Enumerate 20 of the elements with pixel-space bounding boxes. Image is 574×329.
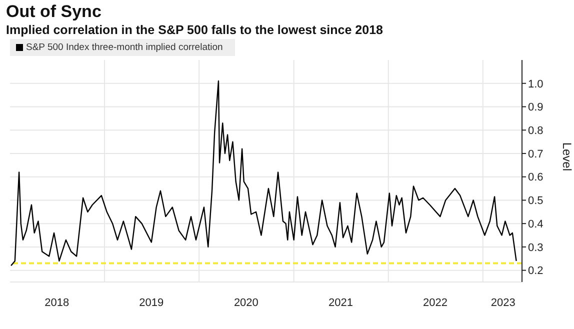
y-tick-label: 0.6 xyxy=(528,172,544,184)
chart-title: Out of Sync xyxy=(6,2,102,22)
x-tick-label: 2023 xyxy=(490,296,516,309)
x-tick-label: 2018 xyxy=(44,296,70,309)
x-tick-label: 2021 xyxy=(328,296,353,309)
y-tick-label: 0.9 xyxy=(528,102,544,114)
y-axis-title: Level xyxy=(560,142,574,171)
y-tick-label: 0.8 xyxy=(528,125,544,138)
line-series xyxy=(10,80,517,266)
y-tick-label: 0.2 xyxy=(528,265,544,278)
x-tick-label: 2019 xyxy=(139,296,164,309)
x-tick-label: 2022 xyxy=(423,296,448,309)
y-tick-label: 0.7 xyxy=(528,148,544,160)
chart-subtitle: Implied correlation in the S&P 500 falls to the lowest since 2018 xyxy=(6,23,383,37)
y-tick-label: 0.5 xyxy=(528,195,544,208)
y-tick-label: 0.3 xyxy=(528,242,544,254)
y-tick-label: 0.4 xyxy=(528,218,544,230)
y-tick-label: 1.0 xyxy=(528,78,544,90)
x-tick-label: 2020 xyxy=(234,296,258,309)
legend-label: S&P 500 Index three-month implied correlation xyxy=(25,42,223,53)
